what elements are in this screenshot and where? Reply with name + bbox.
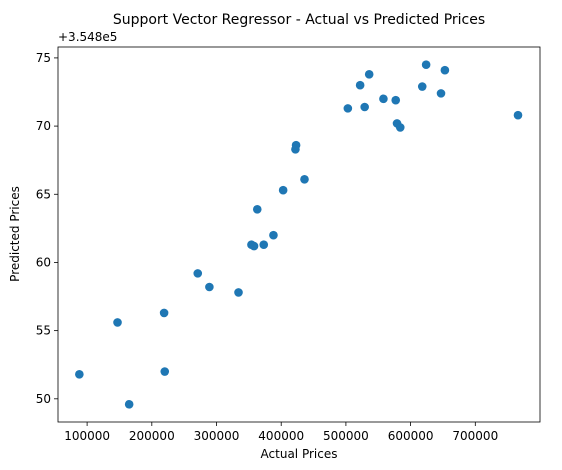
chart-title: Support Vector Regressor - Actual vs Pre… <box>113 12 485 28</box>
scatter-point <box>300 174 309 184</box>
plot-area <box>75 60 523 409</box>
scatter-point <box>160 367 170 376</box>
scatter-point <box>417 82 427 91</box>
y-tick-label: 75 <box>36 51 51 65</box>
scatter-point <box>113 318 122 327</box>
plot-frame <box>57 46 541 423</box>
scatter-point <box>343 104 353 113</box>
y-tick-label: 60 <box>36 255 51 269</box>
scatter-point <box>379 94 388 104</box>
y-tick-label: 65 <box>36 187 51 201</box>
scatter-point <box>360 102 369 112</box>
scatter-point <box>364 69 374 79</box>
x-tick-label: 400000 <box>258 429 304 443</box>
y-tick-label: 70 <box>36 119 51 133</box>
scatter-point <box>436 89 446 98</box>
scatter-point <box>269 230 278 240</box>
scatter-point <box>234 288 243 297</box>
x-tick-label: 200000 <box>129 429 175 443</box>
scatter-point <box>259 240 269 250</box>
x-axis-label: Actual Prices <box>261 447 338 461</box>
scatter-point <box>395 123 405 132</box>
scatter-point <box>249 241 259 251</box>
y-offset-label: +3.548e5 <box>58 30 117 44</box>
scatter-point <box>278 185 288 195</box>
y-tick-label: 50 <box>36 392 51 406</box>
x-tick-label: 600000 <box>388 429 434 443</box>
scatter-point <box>391 95 401 105</box>
x-tick-label: 300000 <box>194 429 240 443</box>
scatter-point <box>193 269 203 278</box>
y-tick-label: 55 <box>36 324 51 338</box>
scatter-point <box>421 60 431 70</box>
x-tick-label: 700000 <box>452 429 498 443</box>
scatter-point <box>124 399 134 409</box>
scatter-point <box>355 80 365 90</box>
x-tick-label: 500000 <box>323 429 369 443</box>
scatter-point <box>440 65 450 75</box>
y-axis-label: Predicted Prices <box>8 186 22 282</box>
scatter-point <box>291 140 301 150</box>
scatter-point <box>75 369 84 379</box>
scatter-point <box>252 204 262 214</box>
scatter-point <box>205 282 214 292</box>
scatter-point <box>159 308 169 318</box>
x-tick-label: 100000 <box>64 429 110 443</box>
scatter-point <box>513 110 523 120</box>
